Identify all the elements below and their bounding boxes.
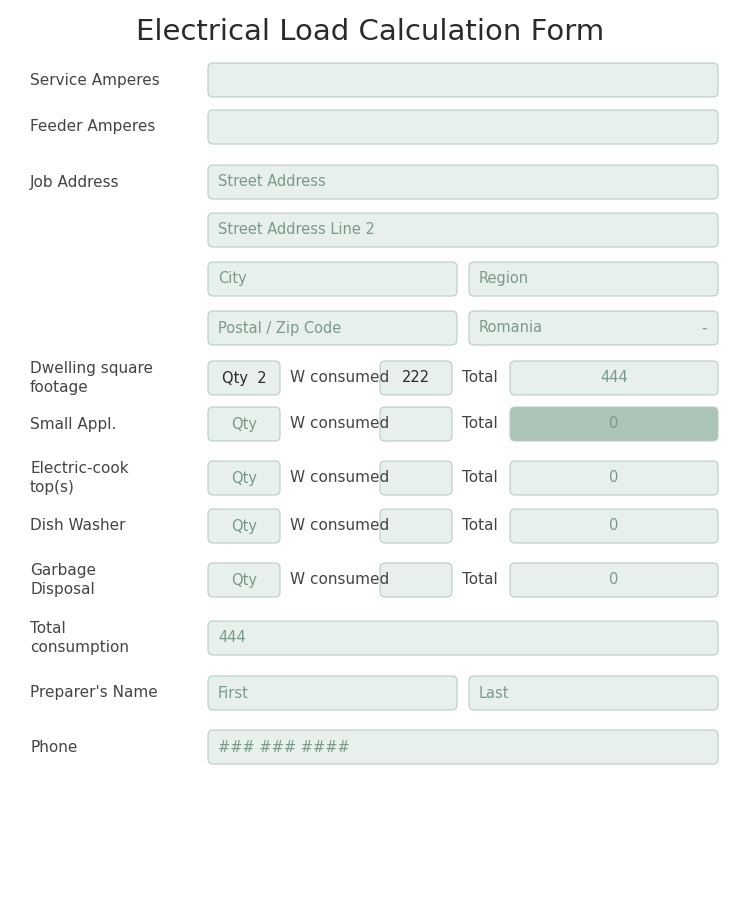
Text: Service Amperes: Service Amperes bbox=[30, 73, 160, 87]
FancyBboxPatch shape bbox=[208, 676, 457, 710]
Text: Street Address: Street Address bbox=[218, 175, 326, 190]
Text: W consumed: W consumed bbox=[290, 417, 389, 431]
FancyBboxPatch shape bbox=[380, 461, 452, 495]
Text: Electric-cook
top(s): Electric-cook top(s) bbox=[30, 461, 129, 495]
Text: 0: 0 bbox=[609, 572, 619, 588]
Text: Total: Total bbox=[462, 417, 498, 431]
FancyBboxPatch shape bbox=[469, 262, 718, 296]
FancyBboxPatch shape bbox=[208, 509, 280, 543]
Text: Qty: Qty bbox=[231, 471, 257, 485]
FancyBboxPatch shape bbox=[208, 311, 457, 345]
Text: Postal / Zip Code: Postal / Zip Code bbox=[218, 320, 341, 336]
FancyBboxPatch shape bbox=[208, 407, 280, 441]
FancyBboxPatch shape bbox=[208, 262, 457, 296]
Text: Feeder Amperes: Feeder Amperes bbox=[30, 120, 155, 134]
FancyBboxPatch shape bbox=[208, 165, 718, 199]
Text: Total: Total bbox=[462, 572, 498, 588]
FancyBboxPatch shape bbox=[510, 407, 718, 441]
Text: Preparer's Name: Preparer's Name bbox=[30, 686, 158, 700]
FancyBboxPatch shape bbox=[208, 110, 718, 144]
FancyBboxPatch shape bbox=[208, 361, 280, 395]
FancyBboxPatch shape bbox=[380, 361, 452, 395]
Text: W consumed: W consumed bbox=[290, 471, 389, 485]
Text: Electrical Load Calculation Form: Electrical Load Calculation Form bbox=[136, 18, 604, 46]
Text: Romania: Romania bbox=[479, 320, 543, 336]
FancyBboxPatch shape bbox=[510, 461, 718, 495]
FancyBboxPatch shape bbox=[380, 563, 452, 597]
Text: 222: 222 bbox=[402, 371, 430, 385]
Text: Total: Total bbox=[462, 518, 498, 534]
FancyBboxPatch shape bbox=[208, 63, 718, 97]
Text: Qty: Qty bbox=[231, 572, 257, 588]
FancyBboxPatch shape bbox=[510, 563, 718, 597]
Text: Small Appl.: Small Appl. bbox=[30, 417, 116, 431]
FancyBboxPatch shape bbox=[208, 621, 718, 655]
FancyBboxPatch shape bbox=[208, 461, 280, 495]
FancyBboxPatch shape bbox=[208, 563, 280, 597]
Text: 0: 0 bbox=[609, 518, 619, 534]
FancyBboxPatch shape bbox=[510, 361, 718, 395]
Text: W consumed: W consumed bbox=[290, 572, 389, 588]
FancyBboxPatch shape bbox=[208, 213, 718, 247]
Text: First: First bbox=[218, 686, 249, 700]
FancyBboxPatch shape bbox=[208, 730, 718, 764]
Text: W consumed: W consumed bbox=[290, 518, 389, 534]
Text: -: - bbox=[702, 320, 707, 336]
Text: Qty  2: Qty 2 bbox=[222, 371, 266, 385]
Text: Garbage
Disposal: Garbage Disposal bbox=[30, 562, 96, 598]
Text: Qty: Qty bbox=[231, 417, 257, 431]
Text: Dish Washer: Dish Washer bbox=[30, 518, 126, 534]
Text: Phone: Phone bbox=[30, 740, 78, 754]
FancyBboxPatch shape bbox=[469, 311, 718, 345]
Text: Region: Region bbox=[479, 272, 529, 286]
FancyBboxPatch shape bbox=[380, 509, 452, 543]
Text: Total: Total bbox=[462, 471, 498, 485]
Text: Job Address: Job Address bbox=[30, 175, 120, 190]
Text: Qty: Qty bbox=[231, 518, 257, 534]
Text: 0: 0 bbox=[609, 471, 619, 485]
Text: Dwelling square
footage: Dwelling square footage bbox=[30, 361, 153, 395]
FancyBboxPatch shape bbox=[510, 509, 718, 543]
Text: 444: 444 bbox=[600, 371, 628, 385]
Text: City: City bbox=[218, 272, 246, 286]
Text: Total
consumption: Total consumption bbox=[30, 621, 129, 655]
FancyBboxPatch shape bbox=[469, 676, 718, 710]
Text: Total: Total bbox=[462, 371, 498, 385]
Text: Street Address Line 2: Street Address Line 2 bbox=[218, 222, 375, 238]
FancyBboxPatch shape bbox=[380, 407, 452, 441]
Text: ### ### ####: ### ### #### bbox=[218, 740, 350, 754]
Text: 444: 444 bbox=[218, 631, 246, 645]
Text: Last: Last bbox=[479, 686, 510, 700]
Text: 0: 0 bbox=[609, 417, 619, 431]
Text: W consumed: W consumed bbox=[290, 371, 389, 385]
